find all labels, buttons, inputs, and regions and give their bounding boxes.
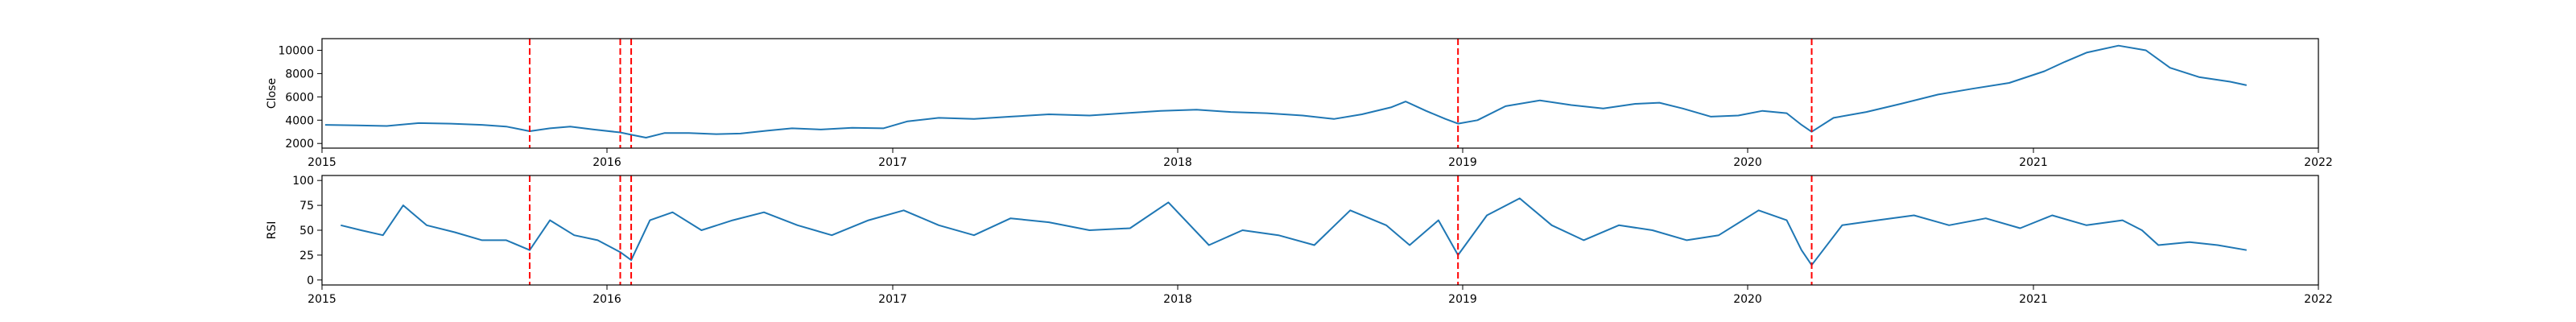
rsi-x-tick-label: 2017 [878, 293, 907, 306]
rsi-x-tick-label: 2022 [2304, 293, 2333, 306]
close-y-tick-label: 8000 [285, 68, 314, 80]
rsi-x-tick-label: 2021 [2019, 293, 2048, 306]
rsi-y-tick-label: 50 [299, 225, 314, 237]
rsi-y-axis-label: RSI [266, 221, 279, 240]
close-x-tick-label: 2019 [1448, 156, 1477, 169]
rsi-y-tick-label: 25 [299, 250, 314, 262]
rsi-series-line [341, 197, 2247, 266]
rsi-y-tick-label: 0 [307, 275, 314, 287]
close-y-tick-label: 2000 [285, 138, 314, 151]
close-y-tick-label: 4000 [285, 114, 314, 127]
rsi-x-tick-label: 2016 [592, 293, 621, 306]
close-x-tick-label: 2022 [2304, 156, 2333, 169]
rsi-y-tick-label: 75 [299, 200, 314, 213]
close-x-tick-label: 2020 [1733, 156, 1762, 169]
close-x-tick-label: 2021 [2019, 156, 2048, 169]
close-x-tick-label: 2015 [308, 156, 336, 169]
rsi-panel: 0 25 50 75 100 2015 2016 2017 2018 2019 2020 2021 20… [266, 175, 2333, 306]
rsi-x-tick-label: 2015 [308, 293, 336, 306]
rsi-axes-frame [321, 175, 2319, 286]
rsi-x-tick-label: 2019 [1448, 293, 1477, 306]
close-y-tick-label: 6000 [285, 91, 314, 104]
close-y-tick-label: 10000 [278, 44, 314, 57]
close-x-tick-label: 2017 [878, 156, 907, 169]
close-x-tick-label: 2018 [1163, 156, 1192, 169]
close-price-panel: 2000 4000 6000 8000 10000 2015 2016 2017 2018 201… [266, 38, 2333, 169]
rsi-y-tick-label: 100 [292, 175, 314, 188]
close-axes-frame [321, 38, 2319, 149]
close-x-tick-label: 2016 [592, 156, 621, 169]
close-y-axis-label: Close [266, 78, 279, 109]
rsi-x-tick-label: 2020 [1733, 293, 1762, 306]
rsi-x-tick-label: 2018 [1163, 293, 1192, 306]
close-series-line [324, 44, 2248, 138]
